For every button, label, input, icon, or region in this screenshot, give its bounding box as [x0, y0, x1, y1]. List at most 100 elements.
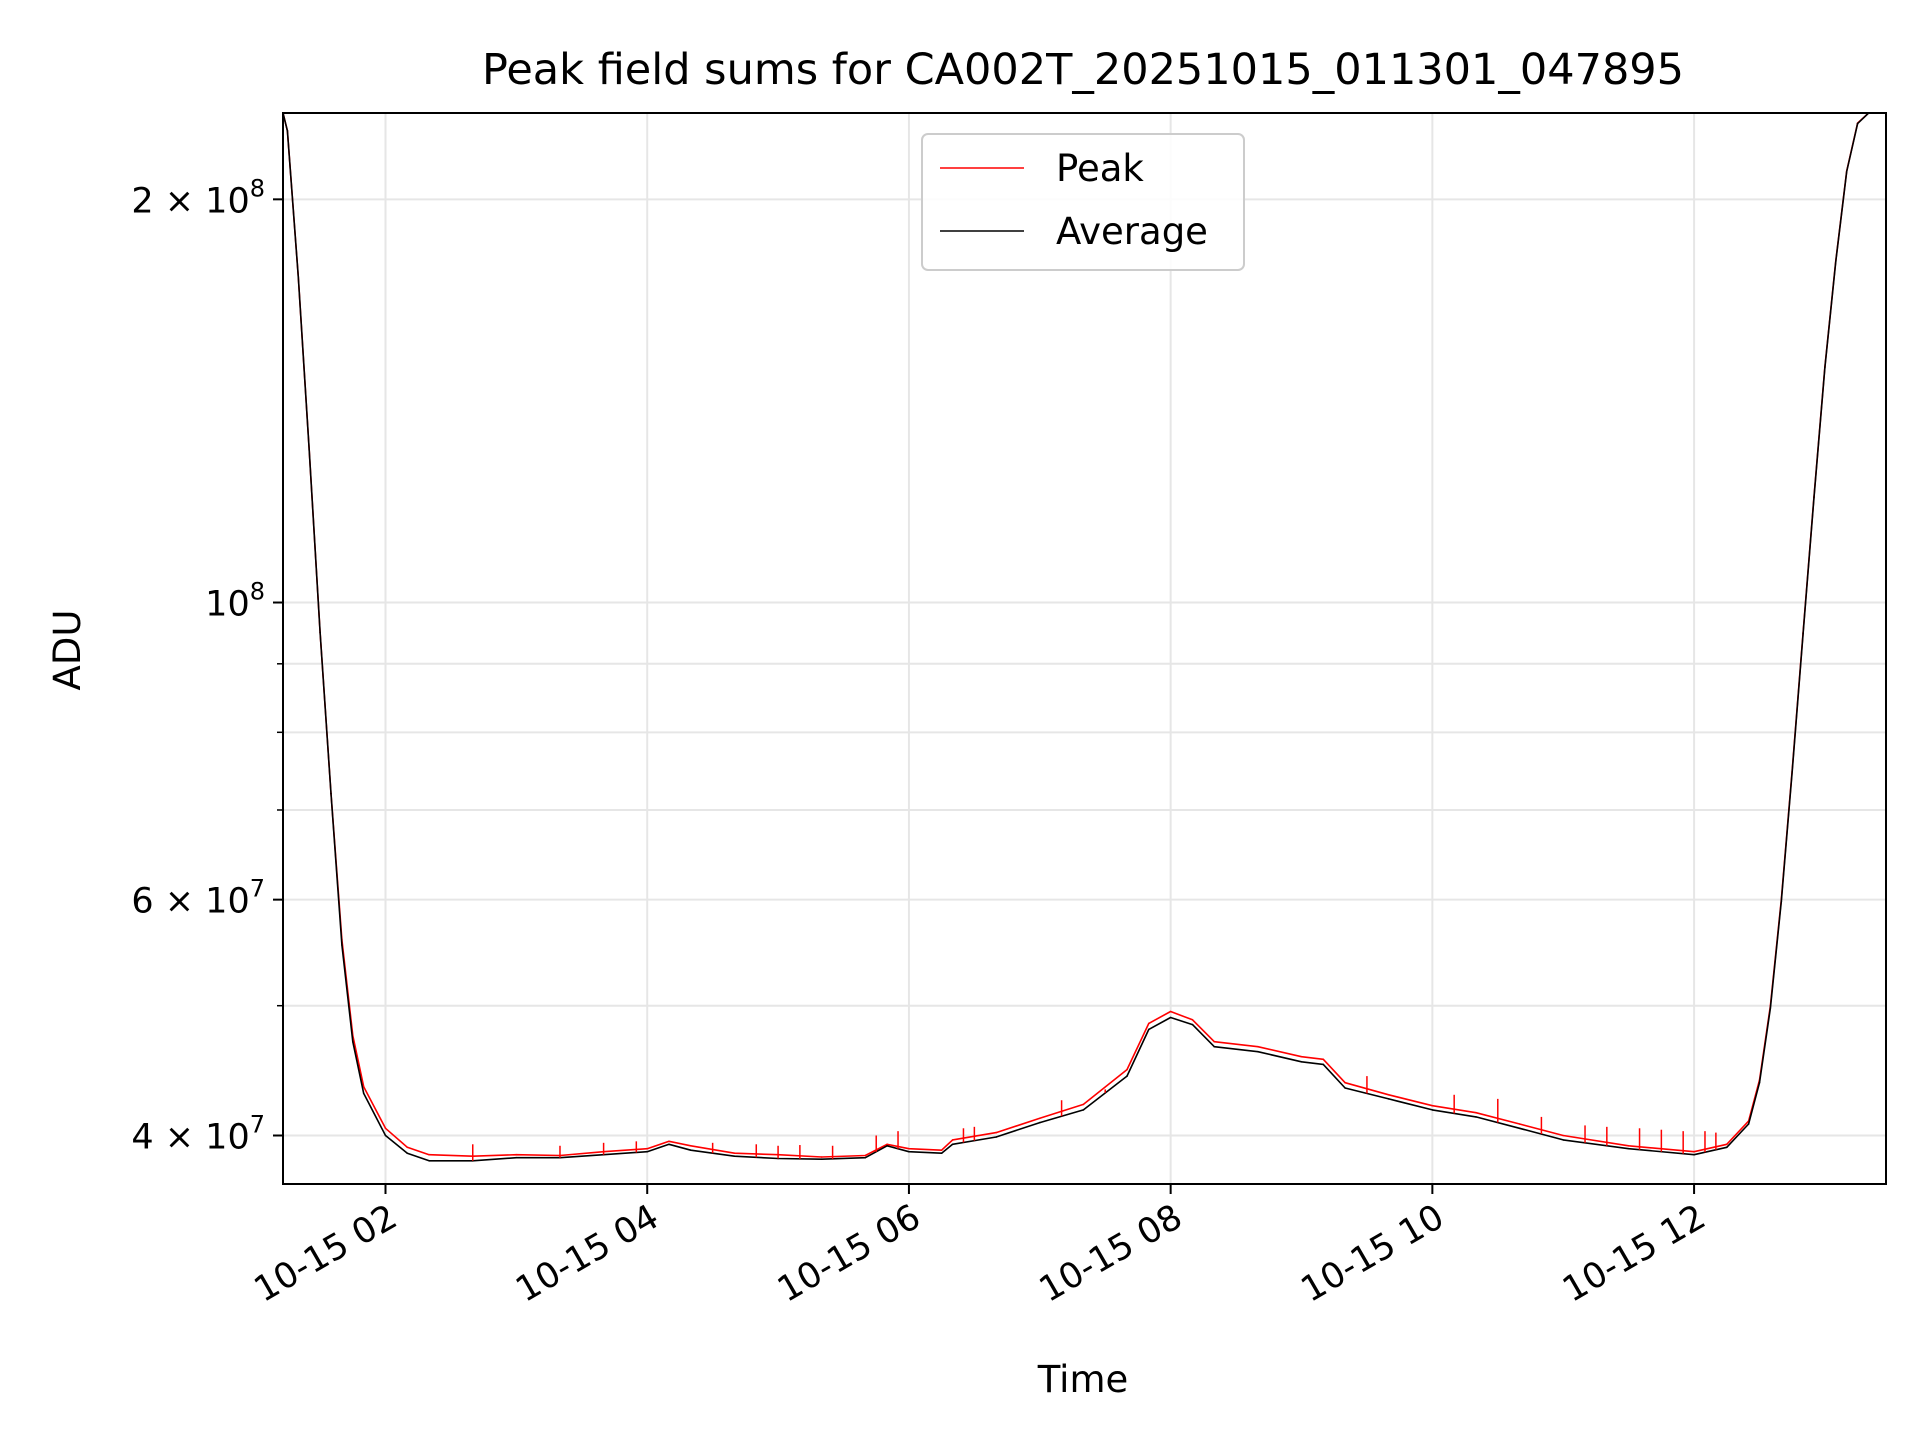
data-point-average	[384, 1134, 387, 1137]
data-point-peak	[362, 1085, 365, 1088]
series-layer	[283, 113, 1886, 1162]
data-point-peak	[1431, 1104, 1434, 1107]
data-point-average	[1518, 1127, 1521, 1130]
data-point-average	[319, 631, 321, 634]
data-point-average	[1257, 1050, 1259, 1053]
data-point-average	[1693, 1153, 1695, 1156]
data-point-peak	[1693, 1150, 1695, 1153]
data-point-peak	[406, 1146, 409, 1149]
data-point-average	[864, 1156, 867, 1159]
data-point-average	[1039, 1121, 1041, 1124]
data-point-peak	[646, 1147, 648, 1150]
data-point-peak	[733, 1152, 736, 1154]
data-point-average	[820, 1158, 823, 1160]
data-point-average	[1213, 1045, 1216, 1048]
data-point-average	[908, 1150, 910, 1153]
data-point-average	[1169, 1016, 1172, 1019]
y-tick-label: 6 × 107	[131, 875, 265, 922]
data-point-peak	[428, 1153, 430, 1156]
data-point-average	[1300, 1061, 1303, 1063]
data-point-peak	[1082, 1103, 1085, 1106]
y-axis-label: ADU	[46, 610, 89, 691]
data-point-peak	[1475, 1111, 1477, 1114]
data-point-peak	[1191, 1019, 1194, 1021]
data-point-peak	[995, 1131, 997, 1134]
data-point-average	[352, 1040, 354, 1043]
data-point-average	[1758, 1081, 1761, 1084]
data-point-peak	[384, 1127, 387, 1130]
data-point-average	[1780, 900, 1783, 903]
data-point-average	[1835, 260, 1837, 263]
data-point-average	[330, 792, 332, 795]
data-point-average	[1824, 366, 1826, 369]
data-point-peak	[1126, 1068, 1128, 1071]
data-point-peak	[690, 1145, 692, 1147]
chart-title: Peak field sums for CA002T_20251015_0113…	[482, 45, 1684, 95]
data-point-average	[1726, 1146, 1728, 1149]
data-point-average	[297, 276, 300, 278]
data-point-average	[308, 449, 311, 451]
plot-area-frame	[282, 112, 1887, 1185]
series-line-average	[283, 113, 1886, 1162]
data-point-peak	[1387, 1094, 1390, 1096]
data-point-average	[995, 1136, 997, 1138]
data-point-average	[1747, 1123, 1750, 1125]
data-point-average	[1344, 1087, 1346, 1089]
data-point-average	[733, 1155, 736, 1157]
data-point-average	[1322, 1063, 1325, 1066]
data-point-peak	[951, 1139, 954, 1141]
data-point-average	[286, 130, 289, 132]
data-point-average	[1082, 1109, 1085, 1111]
legend-average-label: Average	[1056, 210, 1208, 253]
data-point-average	[1475, 1116, 1477, 1118]
data-point-peak	[668, 1140, 670, 1143]
data-point-average	[1813, 496, 1815, 499]
legend-peak-label: Peak	[1056, 147, 1144, 190]
data-point-peak	[1148, 1022, 1150, 1025]
data-point-average	[341, 944, 343, 946]
data-point-average	[1802, 632, 1804, 635]
data-point-peak	[1039, 1117, 1041, 1120]
y-tick-label: 4 × 107	[131, 1110, 265, 1157]
legend: Peak Average	[921, 133, 1245, 271]
data-point-peak	[1169, 1010, 1172, 1013]
data-point-average	[1148, 1028, 1150, 1031]
data-point-average	[940, 1152, 943, 1154]
x-axis-label: Time	[1037, 1358, 1129, 1401]
data-point-peak	[1213, 1040, 1216, 1043]
data-point-peak	[1562, 1134, 1564, 1137]
data-point-peak	[1322, 1058, 1325, 1061]
series-clip-group	[283, 113, 1886, 1162]
data-point-average	[951, 1143, 954, 1146]
data-point-average	[886, 1145, 888, 1147]
data-point-peak	[886, 1143, 888, 1146]
data-point-peak	[1257, 1045, 1259, 1048]
data-point-average	[646, 1150, 648, 1153]
data-point-average	[362, 1092, 365, 1095]
data-point-average	[515, 1156, 518, 1159]
data-point-peak	[1300, 1055, 1303, 1058]
data-point-average	[428, 1160, 430, 1162]
y-tick-label: 108	[205, 578, 265, 625]
data-point-peak	[515, 1153, 518, 1156]
y-tick-label: 2 × 108	[131, 174, 265, 221]
data-point-average	[690, 1149, 692, 1151]
data-point-average	[1856, 122, 1859, 125]
data-point-peak	[1627, 1145, 1630, 1147]
data-point-average	[1191, 1023, 1194, 1026]
data-point-average	[1387, 1098, 1390, 1100]
data-point-peak	[1518, 1123, 1521, 1125]
data-point-average	[1769, 1007, 1772, 1009]
data-point-average	[1627, 1147, 1630, 1150]
data-point-average	[406, 1152, 409, 1154]
data-point-peak	[1726, 1143, 1728, 1146]
data-point-peak	[820, 1156, 823, 1158]
data-point-peak	[908, 1147, 910, 1150]
data-point-average	[1845, 170, 1848, 173]
data-point-peak	[864, 1154, 867, 1157]
data-point-average	[1431, 1109, 1434, 1111]
data-point-peak	[940, 1149, 943, 1151]
data-point-peak	[1344, 1081, 1346, 1084]
